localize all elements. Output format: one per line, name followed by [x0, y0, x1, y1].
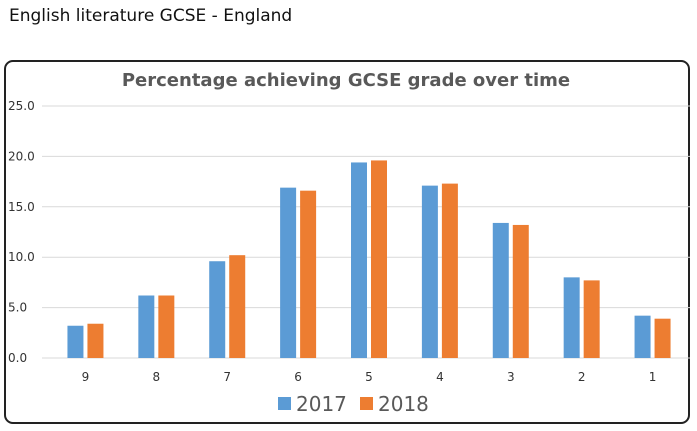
bar-2018-grade-5 [371, 160, 387, 358]
x-axis-ticks: 9 8 7 6 5 4 3 2 1 [82, 370, 657, 384]
bar-2017-grade-2 [563, 277, 580, 358]
x-tick-label: 1 [649, 370, 657, 384]
chart-title: Percentage achieving GCSE grade over tim… [122, 70, 570, 91]
bar-2018-grade-8 [158, 295, 175, 358]
bar-2017-grade-6 [280, 187, 297, 358]
legend: 2017 2018 [278, 392, 429, 416]
x-tick-label: 7 [223, 370, 231, 384]
y-tick-label: 0.0 [8, 351, 27, 365]
page-heading: English literature GCSE - England [9, 6, 293, 26]
y-tick-label: 20.0 [8, 149, 35, 163]
x-tick-label: 6 [294, 370, 302, 384]
x-tick-label: 4 [436, 370, 444, 384]
bar-2018-grade-4 [441, 183, 458, 358]
bar-2017-grade-3 [492, 222, 509, 358]
y-tick-label: 15.0 [8, 200, 35, 214]
bar-2018-grade-6 [300, 190, 317, 358]
y-axis-ticks: 0.0 5.0 10.0 15.0 20.0 25.0 [8, 99, 35, 365]
x-tick-label: 3 [507, 370, 515, 384]
legend-swatch-2017 [278, 397, 291, 410]
bar-2017-grade-8 [138, 295, 155, 358]
x-tick-label: 5 [365, 370, 373, 384]
bar-2018-grade-1 [654, 318, 671, 358]
bar-2018-grade-9 [87, 323, 104, 358]
bar-2017-grade-7 [209, 261, 226, 358]
x-tick-label: 9 [82, 370, 90, 384]
legend-label-2017: 2017 [296, 392, 347, 416]
bar-2018-grade-2 [583, 280, 600, 358]
bar-2017-grade-5 [351, 162, 367, 358]
bar-2018-grade-7 [229, 255, 246, 358]
bar-2017-grade-1 [634, 315, 651, 358]
chart-frame [4, 60, 690, 424]
bar-2017-grade-9 [67, 325, 84, 358]
x-tick-label: 8 [153, 370, 161, 384]
legend-label-2018: 2018 [378, 392, 429, 416]
bar-2017-grade-4 [421, 185, 438, 358]
x-tick-label: 2 [578, 370, 586, 384]
y-tick-label: 10.0 [8, 250, 35, 264]
legend-swatch-2018 [360, 397, 373, 410]
y-tick-label: 5.0 [8, 301, 27, 315]
y-tick-label: 25.0 [8, 99, 35, 113]
bars [67, 160, 671, 358]
bar-2018-grade-3 [512, 224, 529, 358]
